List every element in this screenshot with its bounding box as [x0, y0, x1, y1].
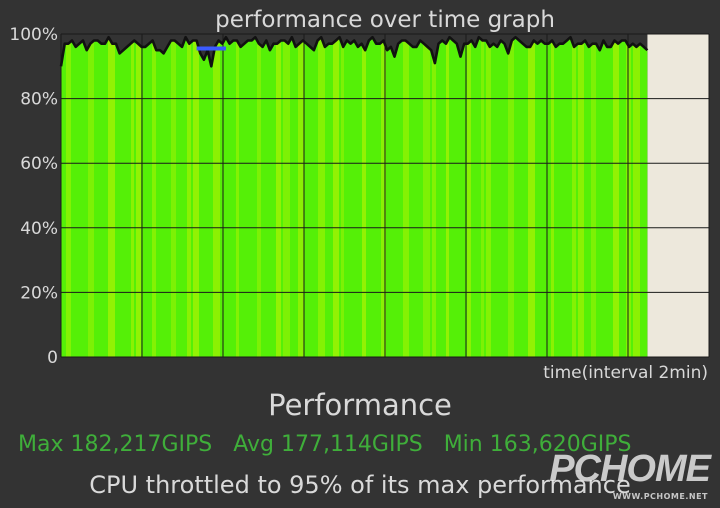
- stats-row: Max 182,217GIPS Avg 177,114GIPS Min 163,…: [18, 432, 645, 457]
- area-stripe: [528, 37, 535, 357]
- area-stripe: [578, 37, 584, 357]
- area-stripe: [318, 37, 325, 357]
- y-tick-label: 20%: [20, 283, 58, 303]
- area-stripe: [187, 37, 191, 357]
- area-stripe: [136, 37, 141, 357]
- empty-plot-region: [647, 34, 709, 357]
- area-stripe: [362, 37, 366, 357]
- y-tick-label: 60%: [20, 154, 58, 174]
- y-axis-ticks: 0 20% 40% 60% 80% 100%: [9, 25, 58, 368]
- area-stripe: [446, 37, 449, 357]
- area-stripe: [423, 37, 430, 357]
- area-stripe: [551, 37, 554, 357]
- area-stripe: [341, 37, 344, 357]
- area-stripe: [333, 37, 339, 357]
- area-stripe: [432, 37, 436, 357]
- watermark-url: WWW.PCHOME.NET: [612, 492, 708, 501]
- area-fill: [61, 37, 648, 357]
- area-stripe: [403, 37, 409, 357]
- area-stripe: [298, 37, 304, 357]
- area-stripe: [508, 37, 514, 357]
- throttle-summary: CPU throttled to 95% of its max performa…: [89, 471, 631, 499]
- area-stripe: [276, 37, 281, 357]
- area-stripe: [467, 37, 471, 357]
- y-tick-label: 40%: [20, 219, 58, 239]
- area-stripe: [88, 37, 94, 357]
- area-stripe: [66, 37, 71, 357]
- x-axis-label: time(interval 2min): [543, 363, 708, 383]
- watermark-logo: PCHOME WWW.PCHOME.NET: [549, 448, 714, 506]
- area-stripe: [486, 37, 491, 357]
- y-tick-label: 0: [47, 348, 58, 368]
- area-stripe: [236, 37, 239, 357]
- y-tick-label: 80%: [20, 90, 58, 110]
- area-stripe: [633, 37, 640, 357]
- watermark-text: PCHOME: [549, 448, 711, 490]
- chart-title: performance over time graph: [215, 7, 555, 33]
- area-stripe: [108, 37, 115, 357]
- area-stripe: [193, 37, 199, 357]
- area-stripe: [591, 37, 596, 357]
- avg-stat: Avg 177,114GIPS: [233, 432, 423, 457]
- area-stripe: [131, 37, 134, 357]
- y-tick-label: 100%: [9, 25, 58, 45]
- performance-area: [61, 37, 648, 357]
- area-stripe: [613, 37, 619, 357]
- area-stripe: [572, 37, 576, 357]
- performance-line: [59, 35, 649, 68]
- grid: [60, 33, 710, 358]
- min-stat: Min 163,620GIPS: [443, 432, 632, 457]
- area-stripe: [152, 37, 156, 357]
- max-stat: Max 182,217GIPS: [18, 432, 213, 457]
- area-stripe: [283, 37, 290, 357]
- area-stripe: [171, 37, 176, 357]
- area-stripe: [381, 37, 386, 357]
- performance-title: Performance: [268, 388, 452, 422]
- area-stripe: [481, 37, 484, 357]
- area-stripe: [257, 37, 261, 357]
- area-stripe: [213, 37, 220, 357]
